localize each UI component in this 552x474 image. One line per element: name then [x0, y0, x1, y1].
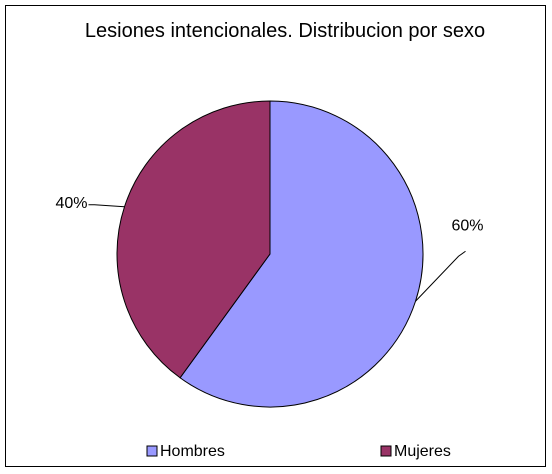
- legend-swatch: [146, 445, 158, 457]
- legend-swatch: [380, 445, 392, 457]
- leader-line: [415, 250, 466, 302]
- pie-slice: [179, 100, 424, 408]
- legend-label: Hombres: [160, 443, 225, 460]
- leader-line: [88, 204, 125, 208]
- chart-title: Lesiones intencionales. Distribucion por…: [84, 20, 486, 42]
- legend-label: Mujeres: [394, 443, 451, 460]
- data-label: 40%: [55, 195, 87, 212]
- data-label: 60%: [451, 217, 483, 234]
